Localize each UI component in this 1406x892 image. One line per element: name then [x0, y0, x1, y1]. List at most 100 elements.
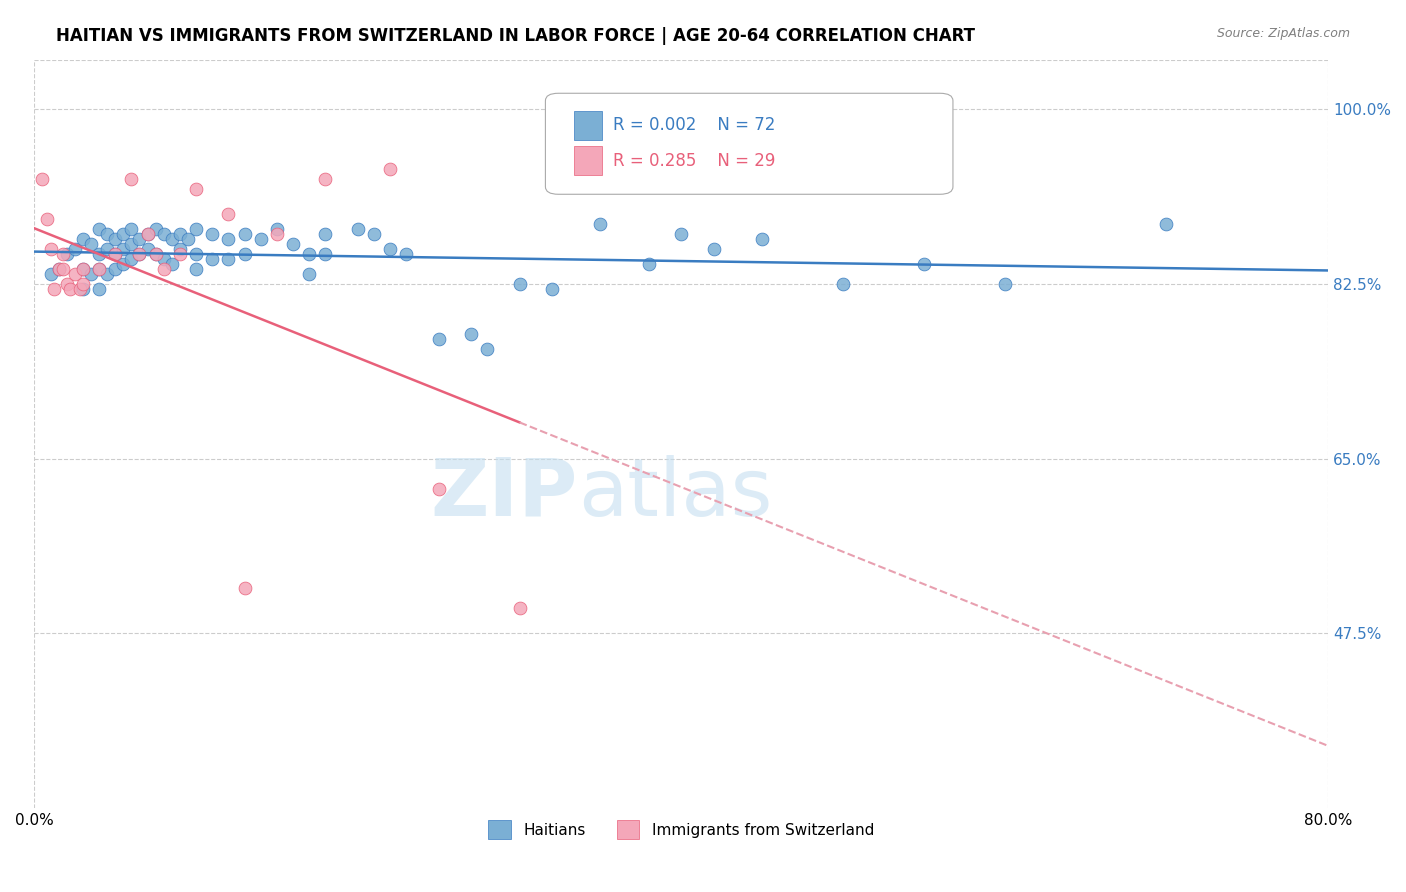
Point	[201, 227, 224, 242]
Point	[589, 217, 612, 231]
Point	[363, 227, 385, 242]
Point	[460, 326, 482, 341]
Point	[80, 267, 103, 281]
Point	[96, 267, 118, 281]
Point	[233, 247, 256, 261]
Point	[233, 227, 256, 242]
Point	[184, 247, 207, 261]
Point	[994, 277, 1017, 291]
Point	[87, 222, 110, 236]
Point	[120, 252, 142, 266]
FancyBboxPatch shape	[546, 94, 953, 194]
Legend: Haitians, Immigrants from Switzerland: Haitians, Immigrants from Switzerland	[482, 814, 880, 845]
Point	[346, 222, 368, 236]
Point	[104, 262, 127, 277]
Point	[96, 227, 118, 242]
Point	[378, 242, 401, 256]
Point	[1156, 217, 1178, 231]
Point	[120, 237, 142, 252]
Point	[37, 212, 59, 227]
Point	[59, 282, 82, 296]
Point	[266, 227, 288, 242]
Point	[48, 262, 70, 277]
Point	[120, 222, 142, 236]
Point	[298, 267, 321, 281]
Point	[378, 162, 401, 177]
Point	[177, 232, 200, 246]
Point	[145, 247, 167, 261]
Point	[128, 247, 150, 261]
Point	[72, 232, 94, 246]
Point	[87, 262, 110, 277]
Point	[96, 242, 118, 256]
Point	[281, 237, 304, 252]
Point	[427, 332, 450, 346]
Point	[72, 262, 94, 277]
Point	[217, 252, 239, 266]
Point	[509, 277, 531, 291]
Point	[169, 247, 191, 261]
Text: Source: ZipAtlas.com: Source: ZipAtlas.com	[1216, 27, 1350, 40]
Text: ZIP: ZIP	[430, 455, 578, 533]
Point	[55, 277, 77, 291]
Point	[136, 242, 159, 256]
Point	[72, 282, 94, 296]
Point	[72, 277, 94, 291]
Text: R = 0.002    N = 72: R = 0.002 N = 72	[613, 117, 775, 135]
Point	[63, 242, 86, 256]
Point	[42, 282, 65, 296]
Point	[39, 267, 62, 281]
Point	[832, 277, 855, 291]
Point	[201, 252, 224, 266]
Point	[169, 242, 191, 256]
Point	[541, 282, 564, 296]
Point	[751, 232, 773, 246]
Point	[112, 242, 135, 256]
Point	[184, 262, 207, 277]
Point	[217, 232, 239, 246]
Point	[912, 257, 935, 271]
Point	[249, 232, 271, 246]
Point	[233, 582, 256, 596]
Point	[314, 172, 336, 186]
Point	[427, 482, 450, 496]
Point	[152, 262, 174, 277]
Text: atlas: atlas	[578, 455, 772, 533]
Point	[477, 342, 499, 356]
Point	[87, 282, 110, 296]
Point	[31, 172, 53, 186]
Point	[395, 247, 418, 261]
Point	[87, 247, 110, 261]
Point	[112, 257, 135, 271]
Point	[145, 247, 167, 261]
Point	[145, 222, 167, 236]
Point	[314, 247, 336, 261]
Point	[169, 227, 191, 242]
Text: HAITIAN VS IMMIGRANTS FROM SWITZERLAND IN LABOR FORCE | AGE 20-64 CORRELATION CH: HAITIAN VS IMMIGRANTS FROM SWITZERLAND I…	[56, 27, 976, 45]
Point	[63, 267, 86, 281]
Point	[69, 282, 91, 296]
Point	[217, 207, 239, 221]
Point	[152, 252, 174, 266]
Point	[266, 222, 288, 236]
Bar	[574, 146, 602, 175]
Point	[184, 182, 207, 196]
Point	[128, 232, 150, 246]
Bar	[574, 112, 602, 140]
Point	[72, 262, 94, 277]
Point	[104, 247, 127, 261]
Point	[48, 262, 70, 277]
Point	[104, 232, 127, 246]
Point	[112, 227, 135, 242]
Point	[152, 227, 174, 242]
Text: R = 0.285    N = 29: R = 0.285 N = 29	[613, 152, 775, 169]
Point	[671, 227, 693, 242]
Point	[160, 257, 183, 271]
Point	[314, 227, 336, 242]
Point	[104, 247, 127, 261]
Point	[638, 257, 661, 271]
Point	[184, 222, 207, 236]
Point	[52, 262, 75, 277]
Point	[39, 242, 62, 256]
Point	[160, 232, 183, 246]
